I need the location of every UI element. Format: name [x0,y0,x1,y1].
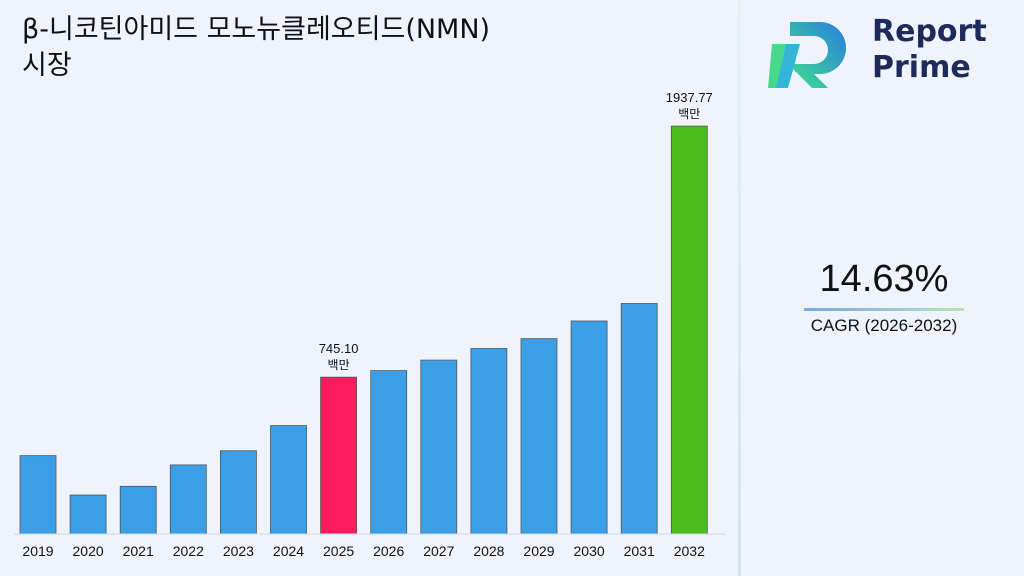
data-label-unit: 백만 [328,358,350,372]
x-tick-label: 2024 [273,543,304,559]
bar-2020 [69,494,107,535]
bar-2025 [320,376,358,535]
bar-2030 [570,320,608,535]
bar-2021 [119,485,157,535]
bar-2024 [270,425,307,535]
x-tick-label: 2032 [674,543,705,559]
x-tick-label: 2031 [624,543,655,559]
bar-2029 [520,338,558,535]
brand-line-2: Prime [872,50,971,85]
x-tick-label: 2025 [323,543,354,559]
x-tick-label: 2021 [123,543,154,559]
bar-2032 [670,125,708,535]
x-tick-label: 2029 [523,543,554,559]
bar-2023 [219,450,257,535]
cagr-underline [804,308,964,311]
bar-2031 [620,303,658,535]
x-tick-label: 2028 [473,543,504,559]
cagr-label: CAGR (2026-2032) [810,316,958,335]
x-tick-label: 2026 [373,543,404,559]
cagr-value: 14.63% [819,258,949,300]
x-tick-label: 2027 [423,543,454,559]
x-tick-label: 2023 [223,543,254,559]
bar-chart: 2019 2020 2021 2022 2023 2024 2025 2026 2027 2028… [14,90,726,559]
data-label-value: 745.10 [319,341,359,356]
chart-title: β-니코틴아미드 모노뉴클레오티드(NMN) 시장 [22,14,491,81]
bar-2028 [470,348,508,535]
x-tick-label: 2020 [73,543,104,559]
x-tick-label: 2030 [574,543,605,559]
brand-line-1: Report [872,14,987,49]
x-tick-label: 2019 [22,543,53,559]
bar-2019 [19,455,57,535]
data-label-value: 1937.77 [666,90,713,105]
panel-divider [738,0,741,576]
x-tick-label: 2022 [173,543,204,559]
brand-name: Report Prime [872,14,987,86]
bar-2022 [169,464,207,535]
report-prime-logo [768,22,846,88]
data-label-unit: 백만 [678,107,700,121]
bar-2027 [420,359,458,535]
bar-2026 [370,370,408,535]
